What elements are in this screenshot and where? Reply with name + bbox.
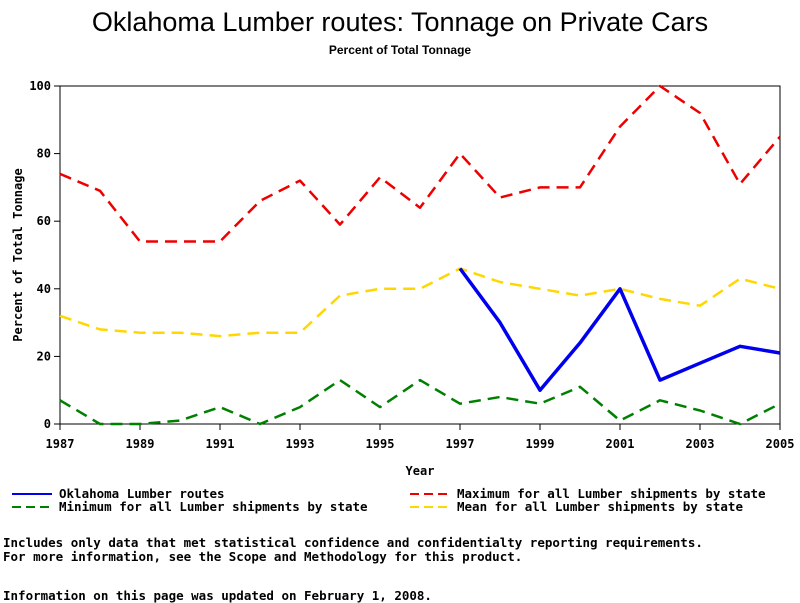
- series-line-1: [60, 86, 780, 242]
- x-tick-label: 1997: [446, 437, 475, 451]
- y-tick-label: 100: [29, 79, 51, 93]
- y-axis-label: Percent of Total Tonnage: [11, 168, 25, 341]
- y-tick-label: 80: [37, 147, 51, 161]
- note-confidence: Includes only data that met statistical …: [3, 536, 703, 550]
- series-line-3: [60, 269, 780, 337]
- x-tick-label: 1987: [46, 437, 75, 451]
- x-tick-label: 2001: [606, 437, 635, 451]
- chart-subtitle: Percent of Total Tonnage: [329, 43, 472, 57]
- x-axis-label: Year: [406, 464, 435, 478]
- y-tick-label: 0: [44, 417, 51, 431]
- y-tick-label: 40: [37, 282, 51, 296]
- series-line-0: [460, 269, 780, 391]
- x-tick-label: 1993: [286, 437, 315, 451]
- x-tick-label: 2003: [686, 437, 715, 451]
- plot-area: 0 20 40 60 80 100 1987 1989 1991 1993 1995 1997 1999…: [29, 79, 794, 451]
- x-tick-label: 1989: [126, 437, 155, 451]
- chart-title: Oklahoma Lumber routes: Tonnage on Priva…: [92, 7, 708, 37]
- x-tick-label: 1995: [366, 437, 395, 451]
- x-tick-label: 2005: [766, 437, 795, 451]
- note-methodology: For more information, see the Scope and …: [3, 550, 522, 564]
- y-tick-label: 60: [37, 214, 51, 228]
- legend-label: Minimum for all Lumber shipments by stat…: [59, 499, 368, 514]
- legend-label: Mean for all Lumber shipments by state: [457, 499, 743, 514]
- y-tick-label: 20: [37, 349, 51, 363]
- x-tick-label: 1991: [206, 437, 235, 451]
- x-tick-label: 1999: [526, 437, 555, 451]
- note-updated: Information on this page was updated on …: [3, 589, 432, 603]
- series-line-2: [60, 380, 780, 424]
